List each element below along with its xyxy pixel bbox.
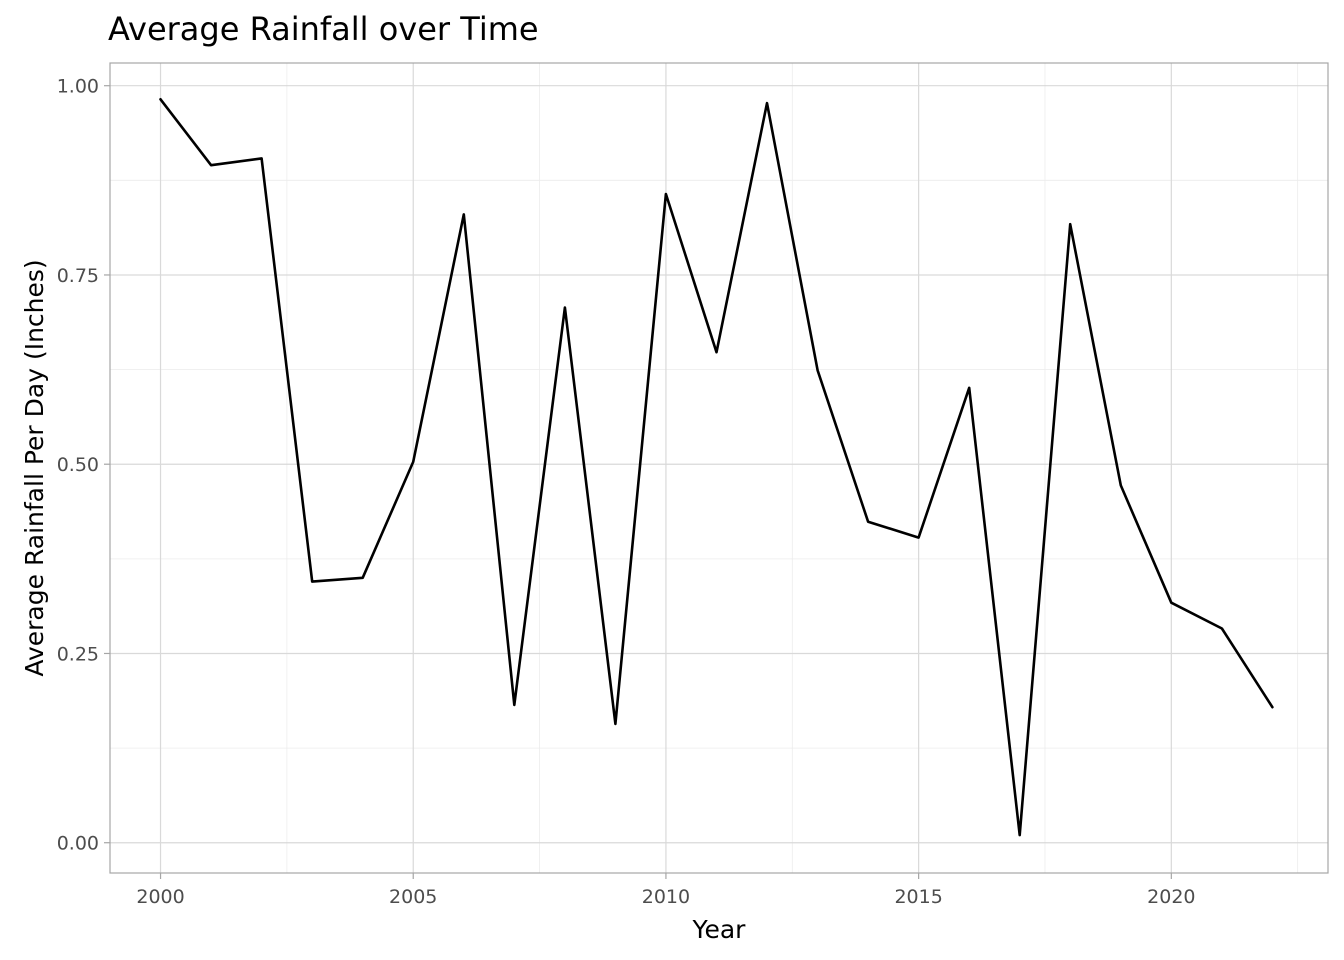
x-axis-label: Year: [692, 915, 747, 944]
y-axis-label: Average Rainfall Per Day (Inches): [20, 259, 49, 676]
x-tick-label: 2020: [1147, 886, 1195, 908]
y-tick-label: 0.25: [57, 643, 99, 665]
axis-ticks: 2000 2005 2010 2015 2020 0.00 0.25 0.50 0.75 1.00: [57, 76, 1196, 908]
y-tick-label: 1.00: [57, 76, 99, 98]
series-layer: [159, 98, 1274, 837]
grid: [110, 63, 1328, 873]
y-tick-label: 0.75: [57, 265, 99, 287]
x-tick-label: 2000: [136, 886, 184, 908]
x-tick-label: 2010: [642, 886, 690, 908]
y-tick-label: 0.00: [57, 833, 99, 855]
plot-panel-border: [109, 62, 1329, 874]
y-tick-label: 0.50: [57, 454, 99, 476]
series-line: [159, 98, 1274, 837]
x-tick-label: 2005: [389, 886, 437, 908]
chart-title: Average Rainfall over Time: [108, 10, 539, 48]
x-tick-label: 2015: [894, 886, 942, 908]
